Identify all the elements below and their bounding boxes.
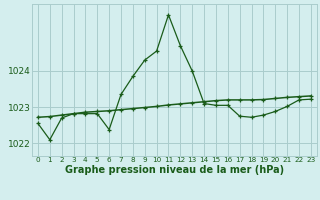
- X-axis label: Graphe pression niveau de la mer (hPa): Graphe pression niveau de la mer (hPa): [65, 165, 284, 175]
